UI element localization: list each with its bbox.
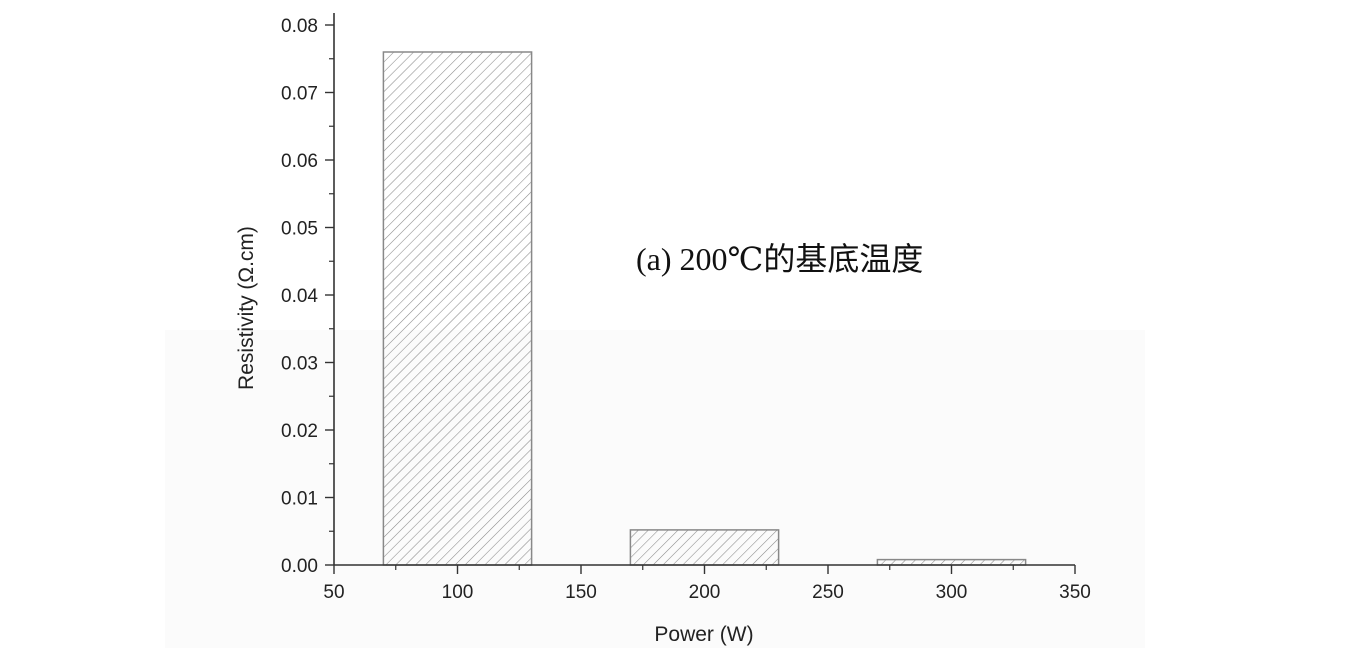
x-tick-label: 250	[812, 582, 844, 603]
x-tick-label: 100	[442, 582, 474, 603]
plot-background-shade	[165, 330, 1145, 648]
y-tick-label: 0.03	[281, 354, 318, 375]
axes-group	[325, 13, 1076, 574]
y-tick-label: 0.00	[281, 556, 318, 577]
y-tick-label: 0.04	[281, 286, 318, 307]
bar-300	[876, 558, 1027, 566]
x-tick-label: 200	[689, 582, 721, 603]
y-axis-title: Resistivity (Ω.cm)	[235, 226, 258, 390]
y-tick-label: 0.06	[281, 151, 318, 172]
chart-annotation: (a) 200℃的基底温度	[636, 241, 923, 277]
y-tick-label: 0.02	[281, 421, 318, 442]
x-tick-label: 300	[936, 582, 968, 603]
y-tick-label: 0.01	[281, 489, 318, 510]
bars-group	[382, 51, 1027, 566]
bar-200	[629, 529, 780, 566]
x-tick-label: 50	[323, 582, 344, 603]
x-tick-label: 350	[1059, 582, 1091, 603]
y-tick-label: 0.07	[281, 84, 318, 105]
bar-100	[382, 51, 533, 566]
y-tick-label: 0.05	[281, 219, 318, 240]
x-tick-label: 150	[565, 582, 597, 603]
labels-group: 50 100 150 200 250 300 350 0.00 0.01 0.02 0.03 0.04…	[281, 16, 1091, 603]
y-tick-label: 0.08	[281, 16, 318, 37]
x-axis-title: Power (W)	[654, 623, 753, 646]
